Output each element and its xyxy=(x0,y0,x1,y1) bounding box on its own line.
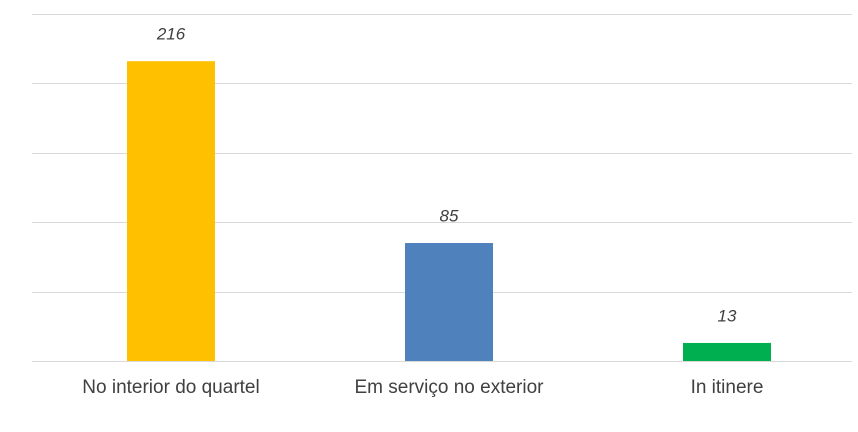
value-label: 13 xyxy=(718,306,737,325)
x-tick-label: Em serviço no exterior xyxy=(354,377,544,398)
bar xyxy=(127,61,215,361)
x-tick-label: In itinere xyxy=(691,377,764,398)
value-label: 85 xyxy=(440,207,459,226)
value-label: 216 xyxy=(156,25,186,44)
bar xyxy=(405,243,493,361)
bar xyxy=(683,342,771,361)
x-tick-label: No interior do quartel xyxy=(82,377,259,398)
